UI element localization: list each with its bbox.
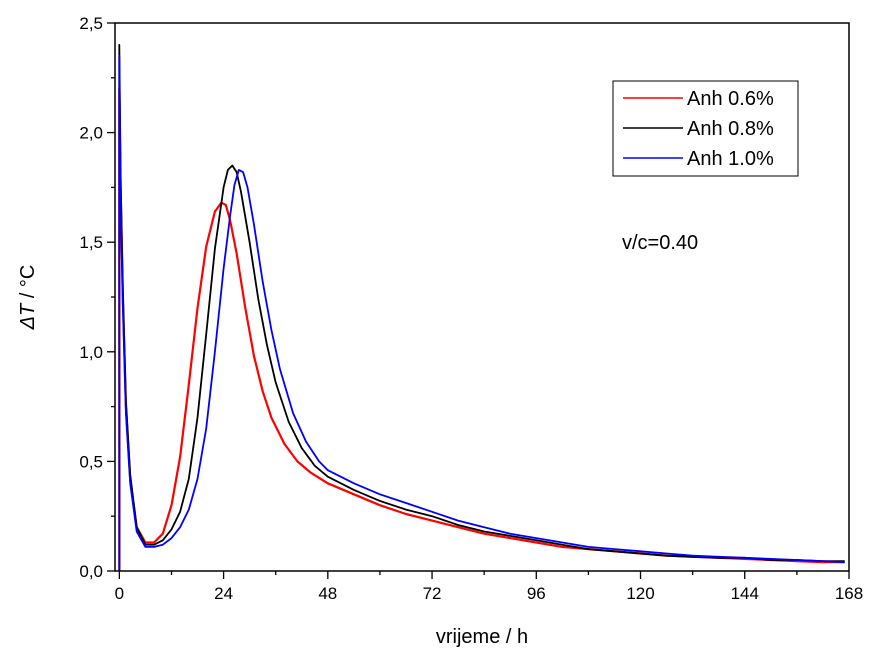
y-tick-label: 0,0 bbox=[79, 562, 103, 581]
series-line bbox=[118, 44, 845, 572]
legend-label: Anh 0.8% bbox=[687, 118, 774, 140]
y-tick-label: 2,5 bbox=[79, 14, 103, 33]
y-axis-label: ΔT / °C bbox=[17, 265, 39, 331]
y-tick-label: 0,5 bbox=[79, 452, 103, 471]
series-line bbox=[118, 55, 845, 572]
x-axis-label: vrijeme / h bbox=[436, 626, 528, 648]
x-tick-label: 24 bbox=[214, 584, 233, 603]
legend-label: Anh 0.6% bbox=[687, 88, 774, 110]
x-tick-label: 48 bbox=[318, 584, 337, 603]
y-tick-labels: 0,0 0,5 1,0 1,5 2,0 2,5 bbox=[79, 14, 103, 581]
x-tick-label: 120 bbox=[626, 584, 654, 603]
y-tick-label: 1,5 bbox=[79, 233, 103, 252]
y-tick-label: 1,0 bbox=[79, 343, 103, 362]
x-tick-label: 96 bbox=[527, 584, 546, 603]
series-lines bbox=[118, 44, 845, 572]
legend: Anh 0.6% Anh 0.8% Anh 1.0% bbox=[612, 80, 799, 177]
y-axis-label-unit: / °C bbox=[17, 265, 39, 304]
x-tick-labels: 0 24 48 72 96 120 144 168 bbox=[115, 584, 864, 603]
legend-label: Anh 1.0% bbox=[687, 148, 774, 170]
plot-frame bbox=[114, 22, 850, 572]
legend-item: Anh 1.0% bbox=[623, 148, 774, 170]
x-tick-label: 168 bbox=[835, 584, 863, 603]
x-tick-label: 0 bbox=[115, 584, 124, 603]
legend-item: Anh 0.8% bbox=[623, 118, 774, 140]
y-tick-label: 2,0 bbox=[79, 124, 103, 143]
legend-item: Anh 0.6% bbox=[623, 88, 774, 110]
x-tick-label: 144 bbox=[731, 584, 759, 603]
annotation-text: v/c=0.40 bbox=[622, 232, 698, 254]
y-axis-label-symbol: ΔT bbox=[17, 302, 39, 330]
x-tick-label: 72 bbox=[423, 584, 442, 603]
